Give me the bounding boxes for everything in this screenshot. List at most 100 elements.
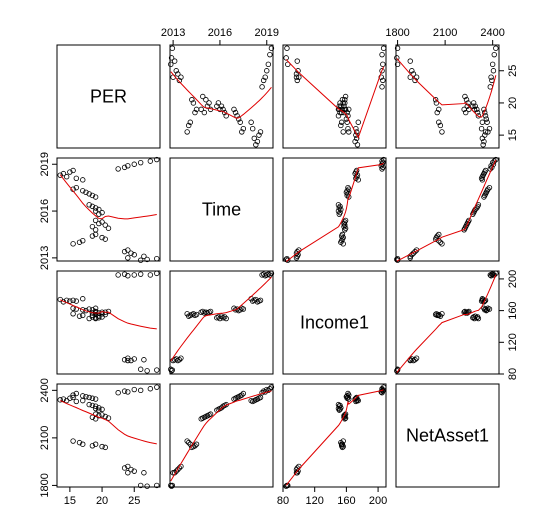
data-point: [264, 68, 270, 74]
data-point: [336, 403, 342, 409]
tick-label: 15: [507, 129, 519, 141]
smooth-line-1-3: [396, 159, 497, 262]
data-point: [86, 191, 92, 197]
data-point: [474, 315, 480, 321]
data-point: [483, 116, 490, 122]
data-point: [92, 416, 99, 422]
data-point: [346, 106, 352, 113]
data-point: [434, 109, 440, 116]
data-point: [193, 106, 200, 113]
data-point: [346, 194, 352, 200]
data-point: [214, 103, 220, 109]
data-point: [353, 398, 359, 405]
tick-label: 80: [507, 368, 519, 380]
data-point: [89, 233, 96, 239]
data-point: [253, 142, 259, 148]
data-point: [232, 109, 239, 116]
panel-frame-1-2: [282, 157, 387, 262]
smooth-line-3-0: [60, 400, 157, 445]
data-point: [131, 468, 137, 474]
data-point: [489, 61, 496, 68]
tick-label: 2016: [208, 27, 232, 39]
data-point: [73, 184, 80, 191]
data-point: [394, 45, 401, 51]
data-point: [198, 416, 204, 422]
data-point: [474, 109, 481, 116]
smooth-line-3-1: [170, 390, 272, 482]
smooth-line-1-2: [285, 162, 384, 262]
tick-label: 2100: [433, 27, 457, 39]
data-point: [73, 390, 80, 397]
data-point: [102, 413, 108, 420]
data-point: [436, 119, 442, 125]
data-point: [92, 311, 99, 318]
data-point: [432, 97, 439, 103]
data-point: [89, 223, 96, 230]
data-point: [380, 77, 386, 84]
data-point: [141, 357, 147, 363]
data-point: [462, 308, 468, 315]
data-point: [96, 405, 102, 411]
data-point: [344, 119, 350, 125]
data-point: [339, 97, 346, 103]
data-point: [80, 397, 86, 404]
data-point: [92, 217, 99, 224]
data-point: [256, 132, 262, 138]
data-point: [262, 273, 268, 279]
data-point: [154, 270, 160, 277]
data-point: [475, 113, 482, 119]
panel-frame-2-0: [56, 270, 161, 375]
data-point: [215, 100, 222, 106]
data-point: [200, 93, 206, 100]
data-point: [341, 109, 347, 116]
data-point: [410, 357, 417, 364]
data-point: [70, 311, 76, 317]
tick-label: 2016: [39, 199, 51, 223]
data-point: [128, 250, 134, 256]
data-point: [439, 311, 445, 317]
tick-label: 2019: [39, 152, 51, 176]
data-point: [144, 483, 150, 489]
data-point: [187, 119, 193, 125]
panel-frame-2-3: [395, 270, 500, 375]
data-point: [239, 129, 245, 135]
data-point: [353, 397, 360, 404]
data-point: [343, 189, 350, 196]
data-point: [121, 357, 128, 363]
data-point: [346, 396, 352, 402]
tick-label: 160: [337, 495, 355, 507]
data-point: [463, 97, 470, 103]
data-point: [125, 357, 131, 364]
data-point: [485, 129, 491, 135]
data-point: [437, 122, 444, 129]
data-point: [294, 58, 300, 64]
data-point: [285, 257, 291, 263]
data-point: [137, 366, 144, 372]
data-point: [63, 174, 70, 180]
data-point: [141, 470, 147, 476]
data-point: [76, 239, 83, 245]
data-point: [92, 305, 99, 311]
data-point: [70, 167, 76, 174]
data-point: [147, 158, 154, 164]
data-point: [63, 397, 70, 404]
data-point: [99, 443, 105, 450]
data-point: [342, 106, 348, 113]
data-point: [336, 407, 342, 413]
data-point: [432, 311, 439, 318]
data-point: [89, 203, 96, 210]
data-point: [339, 444, 346, 451]
data-point: [125, 255, 131, 261]
data-point: [184, 311, 190, 317]
data-point: [478, 125, 485, 132]
tick-label: 1800: [385, 27, 409, 39]
data-point: [412, 248, 418, 255]
data-point: [154, 384, 160, 390]
panel-frame-1-0: [56, 157, 161, 262]
tick-label: 25: [507, 65, 519, 77]
tick-label: 2019: [255, 27, 279, 39]
data-point: [170, 74, 176, 80]
data-point: [168, 61, 174, 68]
panel-frame-0-0: [56, 44, 161, 149]
tick-label: 2013: [161, 27, 185, 39]
